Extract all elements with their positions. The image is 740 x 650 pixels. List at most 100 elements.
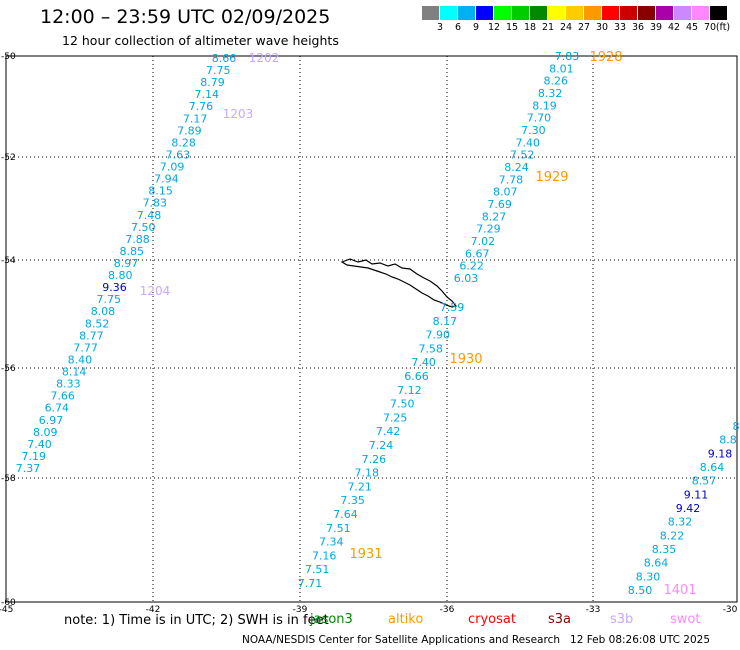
legend-swatch [440,6,457,20]
track-label: 1203 [223,107,254,121]
longitude-label: -33 [586,605,601,615]
legend-swatch [584,6,601,20]
wave-height-value: 7.37 [16,462,41,475]
map-subtitle: 12 hour collection of altimeter wave hei… [62,33,339,48]
longitude-label: -42 [146,605,161,615]
wave-height-value: 8.22 [660,529,685,542]
wave-height-value: 6.97 [39,414,64,427]
wave-height-value: 8.07 [493,186,518,199]
wave-height-value: 8.77 [79,329,104,342]
track-label: 1202 [249,51,280,65]
wave-height-value: 6.66 [404,370,429,383]
legend-tick-label: 12 [487,22,501,33]
legend-tick-label: 9 [472,22,480,33]
wave-height-value: 8.97 [114,257,139,270]
track-label: 1401 [663,583,696,598]
wave-height-value: 7.19 [22,450,47,463]
wave-height-value: 7.21 [347,480,372,493]
south-georgia-coastline [340,258,458,308]
legend-tick-label: 30 [595,22,609,33]
wave-height-value: 6.22 [459,260,484,273]
legend-tick-label: 27 [577,22,591,33]
wave-height-value: 8.28 [171,136,196,149]
wave-height-value: 7.76 [189,100,214,113]
wave-height-value: 7.09 [160,161,185,174]
wave-height-value: 7.24 [369,439,394,452]
latitude-label: -60 [1,598,16,608]
longitude-label: -30 [723,605,738,615]
satellite-legend-item: jason3 [310,612,353,627]
wave-height-value: 7.83 [555,50,580,63]
legend-swatch [494,6,511,20]
legend-tick-label: 15 [505,22,519,33]
wave-height-value: 9.36 [102,281,127,294]
map-title: 12:00 – 23:59 UTC 02/09/2025 [40,6,331,28]
wave-height-value: 7.50 [390,398,415,411]
wave-height-value: 8.50 [628,584,653,597]
wave-height-value: 7.26 [362,453,387,466]
wave-height-value: 8.24 [504,161,529,174]
legend-swatch [458,6,475,20]
latitude-label: -58 [1,474,16,484]
wave-height-value: 7.40 [515,136,540,149]
legend-swatch [422,6,439,20]
wave-height-value: 8.14 [62,366,87,379]
legend-swatch [476,6,493,20]
wave-height-value: 7.34 [319,536,344,549]
longitude-label: -45 [0,605,13,615]
wave-height-value: 7.52 [510,149,535,162]
wave-height-value: 7.29 [476,223,501,236]
track-label: 1204 [140,284,171,298]
satellite-legend-item: swot [670,612,701,627]
legend-swatch [656,6,673,20]
satellite-legend-item: s3a [548,612,572,627]
wave-height-value: 8.64 [700,461,725,474]
wave-height-value: 7.58 [418,342,443,355]
wave-height-value: 7.63 [166,148,191,161]
wave-height-value: 6.74 [45,402,70,415]
wave-height-value: 8.85 [120,245,145,258]
wave-height-value: 7.70 [527,112,552,125]
latitude-label: -54 [1,256,16,266]
legend-tick-label: 3 [436,22,444,33]
legend-swatch [674,6,691,20]
track-label: 1928 [589,50,622,65]
wave-height-value: 8.30 [636,570,661,583]
legend-tick-label: 21 [541,22,555,33]
legend-unit: (ft) [715,22,731,33]
wave-height-value: 9.42 [676,502,701,515]
wave-height-value: 8.01 [549,62,574,75]
credit-line: NOAA/NESDIS Center for Satellite Applica… [242,634,711,646]
legend-tick-label: 18 [523,22,537,33]
wave-height-value: 7.77 [73,341,98,354]
wave-height-value: 8.32 [668,516,693,529]
wave-height-value: 8.15 [148,185,173,198]
wave-height-value: 8.57 [692,475,717,488]
footer-note: note: 1) Time is in UTC; 2) SWH is in fe… [64,613,329,628]
legend-tick-label: 6 [454,22,462,33]
wave-height-value: 7.25 [383,411,408,424]
legend-tick-label: 33 [613,22,627,33]
legend-swatch [566,6,583,20]
wave-height-value: 7.69 [487,198,512,211]
legend-tick-label: 24 [559,22,573,33]
wave-height-value: 8.52 [85,317,110,330]
wave-height-value: 8.17 [433,315,458,328]
wave-height-value: 7.90 [426,329,451,342]
wave-height-value: 8.19 [532,99,557,112]
legend-tick-label: 42 [667,22,681,33]
wave-height-value: 7.30 [521,124,546,137]
wave-height-value: 8.32 [538,87,563,100]
wave-height-value: 7.51 [326,522,351,535]
wave-height-value: 7.75 [96,293,121,306]
wave-height-value: 7.16 [312,549,337,562]
wave-height-value: 7.64 [333,508,358,521]
wave-height-value: 6.03 [454,272,479,285]
legend-swatch [638,6,655,20]
legend-swatch [710,6,727,20]
wave-height-value: 7.94 [154,173,179,186]
legend-swatch [620,6,637,20]
wave-height-value: 7.48 [137,209,162,222]
longitude-label: -39 [293,605,308,615]
